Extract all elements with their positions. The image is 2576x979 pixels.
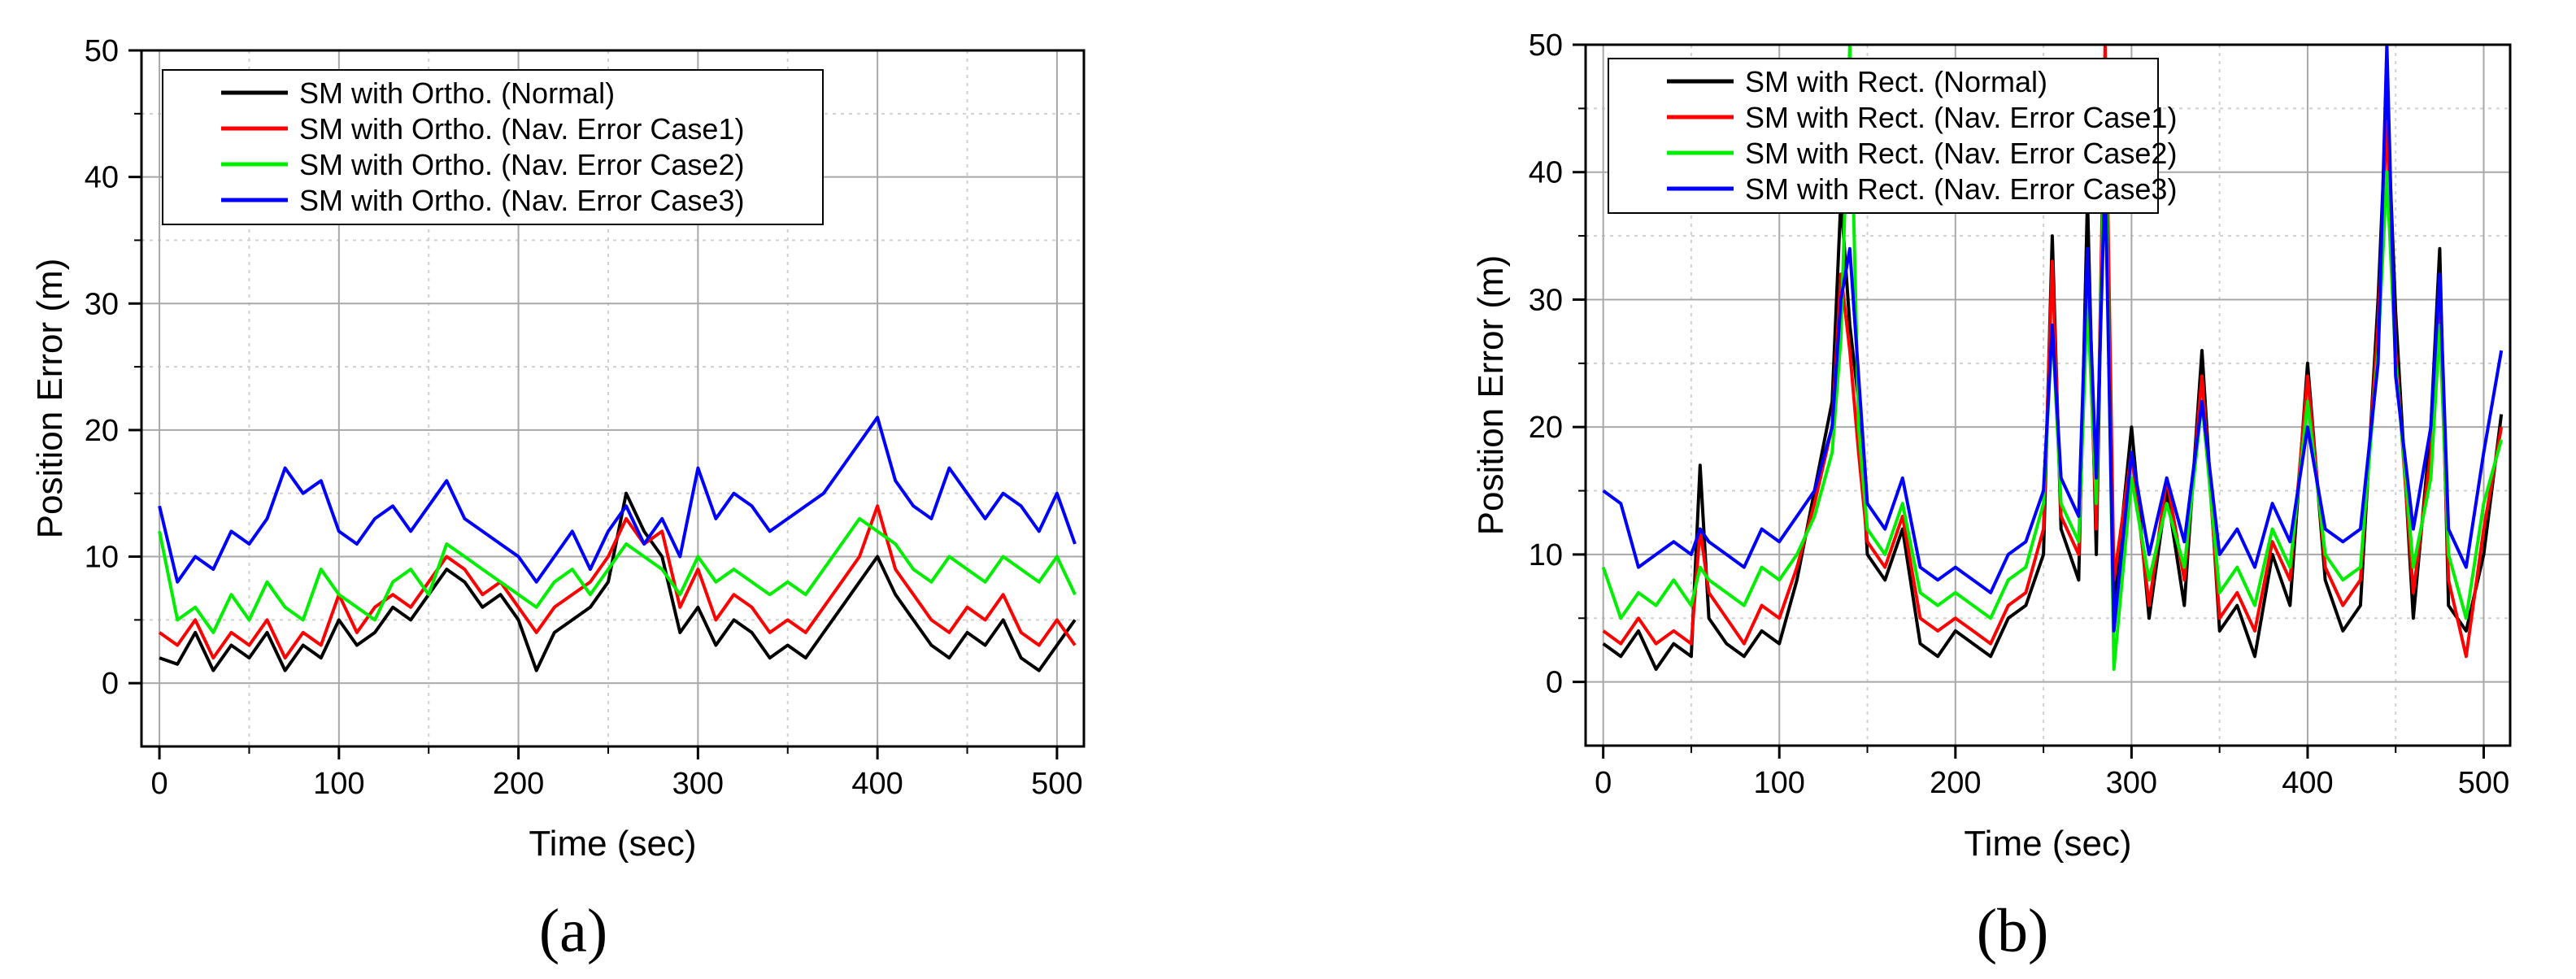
y-tick-label: 10 [1529, 538, 1563, 572]
x-tick-label: 0 [151, 767, 168, 801]
y-tick-label: 50 [85, 34, 119, 68]
y-tick-label: 20 [85, 414, 119, 448]
x-tick-label: 100 [1754, 766, 1805, 800]
x-tick-label: 500 [2458, 766, 2509, 800]
x-tick-label: 400 [851, 767, 903, 801]
x-tick-label: 400 [2282, 766, 2333, 800]
legend-label-2: SM with Rect. (Nav. Error Case1) [1745, 101, 2177, 134]
plot-frame-a [140, 49, 1086, 748]
x-tick-label: 300 [672, 767, 724, 801]
series-line-4 [1602, 45, 2504, 633]
x-tick-label: 200 [1930, 766, 1981, 800]
y-axis-title-a: Position Error (m) [30, 259, 70, 539]
legend-label-4: SM with Rect. (Nav. Error Case3) [1745, 172, 2177, 206]
y-tick-label: 0 [1546, 666, 1563, 700]
chart-panel-a: 0 100 200 300 400 500 0 10 20 30 40 50 SM with Orth… [30, 34, 1086, 965]
ticks-b: 0 100 200 300 400 500 0 10 20 30 40 50 [1529, 28, 2509, 800]
y-axis-title-b: Position Error (m) [1471, 255, 1511, 536]
x-tick-label: 200 [493, 767, 544, 801]
series-line-3 [158, 516, 1077, 634]
panel-label-a: (a) [539, 897, 607, 965]
legend-label-3: SM with Rect. (Nav. Error Case2) [1745, 137, 2177, 170]
legend-label-2: SM with Ortho. (Nav. Error Case1) [299, 112, 744, 146]
series-line-4 [158, 416, 1077, 584]
x-axis-title-a: Time (sec) [529, 824, 696, 864]
legend-b: SM with Rect. (Normal)SM with Rect. (Nav… [1608, 58, 2177, 214]
x-tick-label: 500 [1031, 767, 1082, 801]
legend-label-1: SM with Ortho. (Normal) [299, 76, 615, 110]
series-line-2 [158, 504, 1077, 660]
panel-label-b: (b) [1977, 897, 2049, 965]
chart-panel-b: 0 100 200 300 400 500 0 10 20 30 40 50 SM with Rect… [1471, 28, 2512, 965]
x-tick-label: 0 [1595, 766, 1612, 800]
y-tick-label: 40 [1529, 156, 1563, 190]
series-group-a [158, 416, 1077, 672]
series-group-b [1601, 45, 2504, 671]
y-tick-label: 40 [85, 161, 119, 195]
legend-a: SM with Ortho. (Normal)SM with Ortho. (N… [162, 69, 824, 225]
plot-frame-b [1584, 43, 2512, 747]
legend-label-4: SM with Ortho. (Nav. Error Case3) [299, 184, 744, 217]
legend-label-3: SM with Ortho. (Nav. Error Case2) [299, 148, 744, 181]
y-tick-label: 30 [85, 287, 119, 321]
y-tick-label: 20 [1529, 411, 1563, 445]
y-tick-label: 0 [102, 667, 119, 701]
grid-major-b [1586, 44, 2510, 746]
y-tick-label: 10 [85, 541, 119, 575]
x-tick-label: 100 [313, 767, 364, 801]
y-tick-label: 50 [1529, 28, 1563, 63]
x-axis-title-b: Time (sec) [1964, 824, 2131, 864]
x-tick-label: 300 [2106, 766, 2157, 800]
ticks-a: 0 100 200 300 400 500 0 10 20 30 40 50 [85, 34, 1083, 801]
legend-label-1: SM with Rect. (Normal) [1745, 65, 2047, 98]
y-tick-label: 30 [1529, 283, 1563, 317]
